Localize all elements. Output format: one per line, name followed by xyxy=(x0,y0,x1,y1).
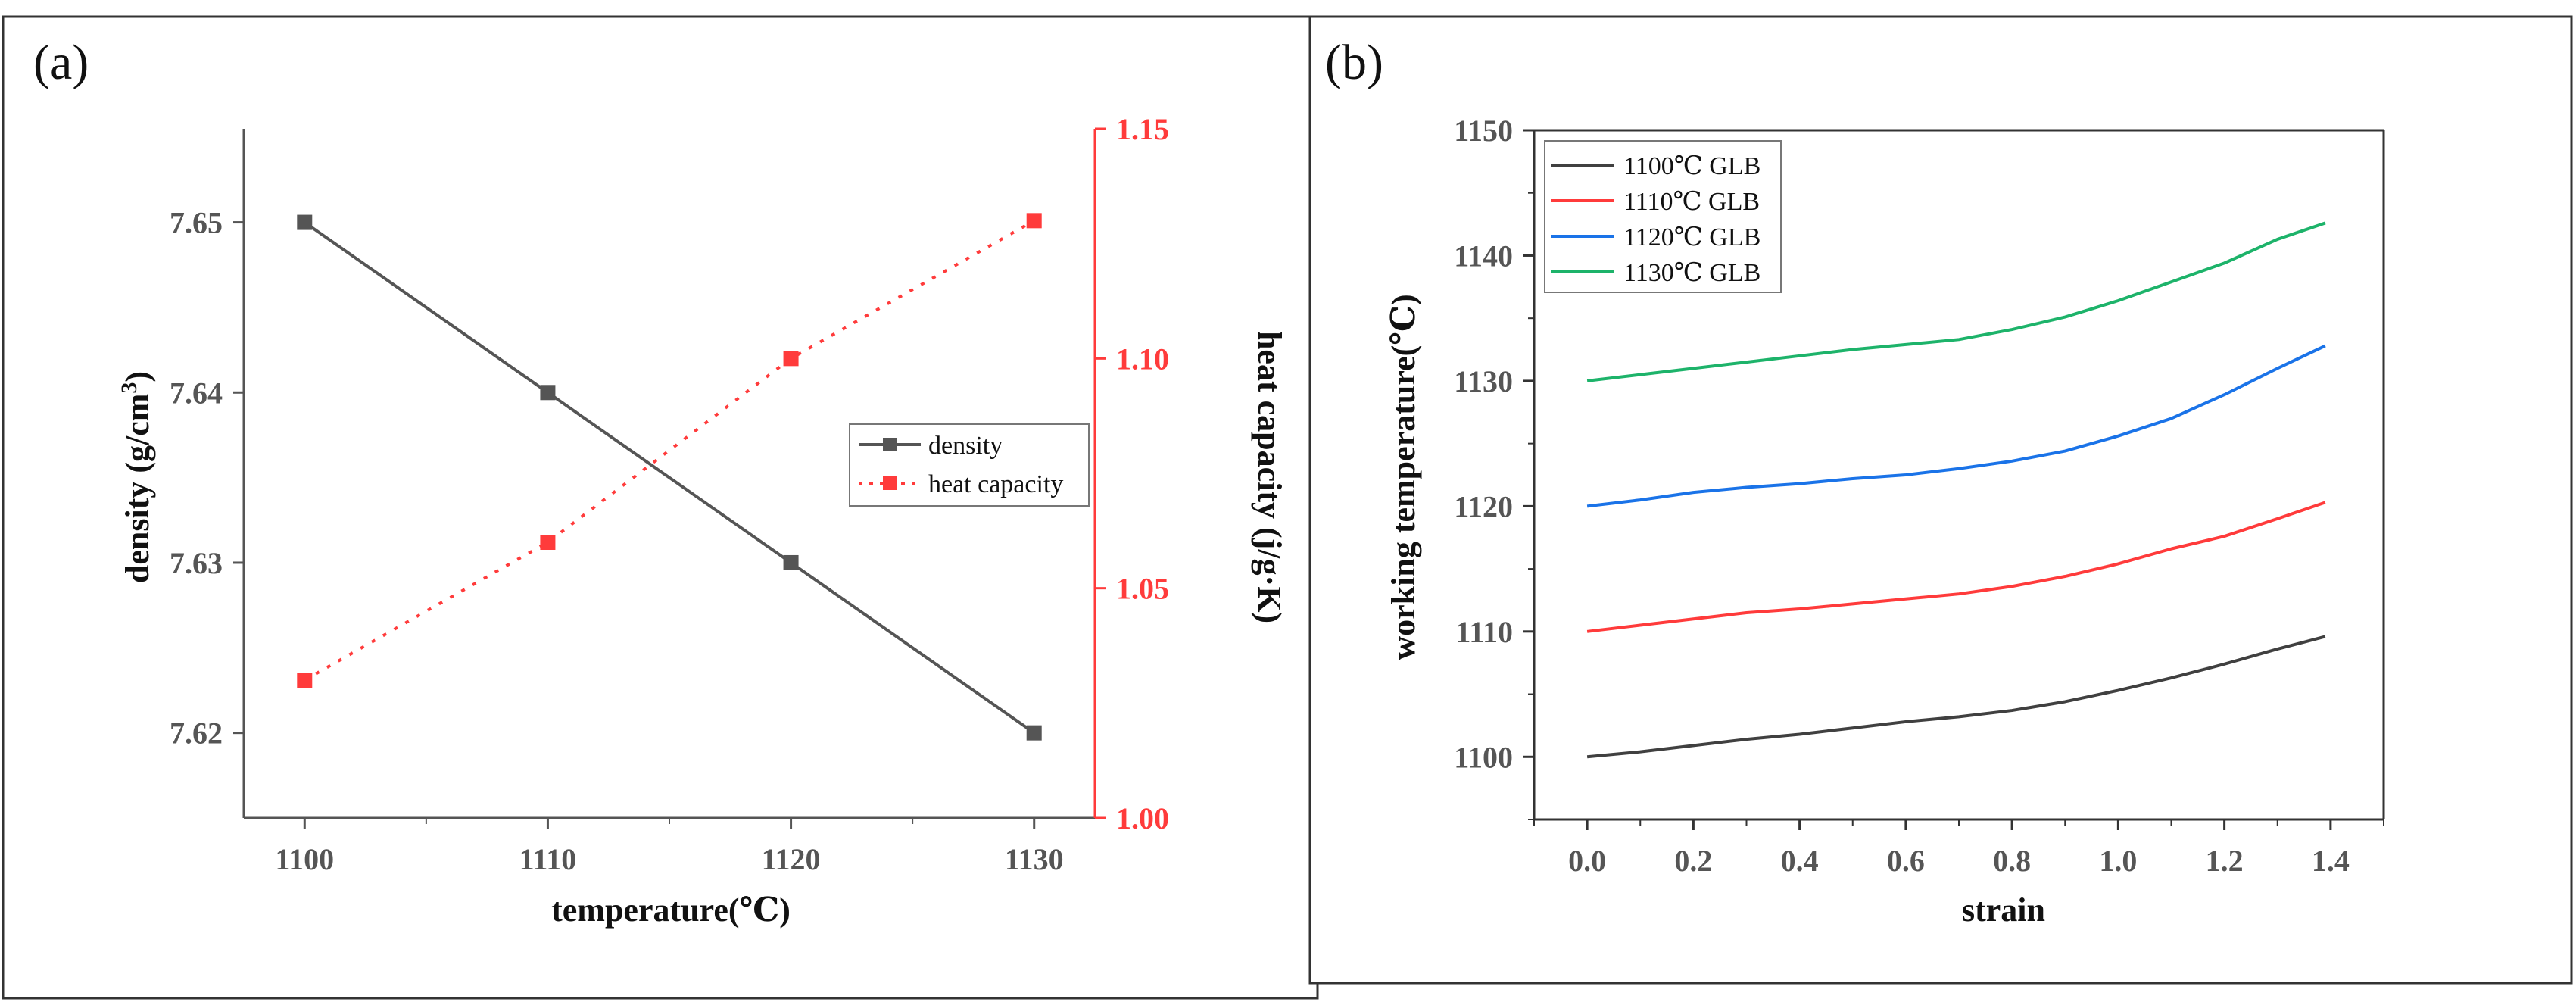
legend-density-label: density xyxy=(928,432,1003,460)
x-tick-label: 1120 xyxy=(762,842,821,876)
panel-a-series xyxy=(297,213,1042,741)
left-y-axis-title-sup: 3 xyxy=(117,382,142,394)
panel-b-legend: 1100℃ GLB 1110℃ GLB 1120℃ GLB 1130℃ GLB xyxy=(1544,140,1782,293)
b-x-tick-label: 0.6 xyxy=(1887,844,1925,878)
b-x-tick-label: 1.2 xyxy=(2206,844,2244,878)
series-line-4 xyxy=(1586,221,2326,382)
b-x-tick-label: 0.0 xyxy=(1568,844,1606,878)
left-y-tick-label: 7.64 xyxy=(170,376,223,410)
right-y-tick-label: 1.15 xyxy=(1116,112,1169,146)
density-point xyxy=(1026,725,1042,741)
panel-b-axes: 0.0 0.2 0.4 0.6 0.8 1.0 1.2 1.4 1100 1110 1120 1130… xyxy=(1454,114,2385,878)
b-x-tick-label: 1.4 xyxy=(2312,844,2350,878)
heat-capacity-line xyxy=(304,219,1035,682)
b-x-tick-label: 0.4 xyxy=(1781,844,1819,878)
right-y-tick-label: 1.05 xyxy=(1116,572,1169,606)
right-y-tick-label: 1.10 xyxy=(1116,342,1169,376)
legend-heat-capacity-marker xyxy=(883,476,897,490)
density-line xyxy=(304,220,1035,735)
legend-b-label-3: 1120℃ GLB xyxy=(1623,223,1760,251)
heat-capacity-point xyxy=(297,673,313,688)
left-y-axis-title-close: ) xyxy=(119,371,156,382)
panel-a-frame xyxy=(2,15,1319,1000)
panel-a-legend: density heat capacity xyxy=(849,423,1090,507)
x-tick-label: 1130 xyxy=(1005,842,1064,876)
left-y-tick-label: 7.63 xyxy=(170,546,223,580)
density-point xyxy=(297,214,313,230)
x-axis-title-strain: strain xyxy=(1962,891,2045,929)
legend-b-label-4: 1130℃ GLB xyxy=(1623,259,1760,287)
right-y-tick-label: 1.00 xyxy=(1116,801,1169,835)
heat-capacity-point xyxy=(1026,213,1042,229)
right-y-axis-title: heat capacity (j/g·K) xyxy=(1251,331,1288,623)
heat-capacity-point xyxy=(783,351,799,367)
panel-b-label: (b) xyxy=(1325,35,1383,90)
heat-capacity-point xyxy=(540,535,556,550)
legend-heat-capacity-label: heat capacity xyxy=(928,470,1063,498)
b-y-tick-label: 1140 xyxy=(1454,239,1513,273)
density-point xyxy=(540,385,556,401)
series-line-1 xyxy=(1586,635,2326,759)
legend-density-marker xyxy=(883,438,897,451)
y-axis-title-working-temperature: working temperature(℃) xyxy=(1385,294,1422,660)
b-y-tick-label: 1150 xyxy=(1454,114,1513,148)
left-y-tick-label: 7.65 xyxy=(170,206,223,240)
b-x-tick-label: 0.8 xyxy=(1993,844,2031,878)
b-x-tick-label: 0.2 xyxy=(1674,844,1712,878)
panel-b-series xyxy=(1586,221,2326,759)
left-y-tick-label: 7.62 xyxy=(170,716,223,751)
left-y-axis-title: density (g/cm3) xyxy=(117,371,156,583)
panel-a-label: (a) xyxy=(33,35,89,90)
series-line-2 xyxy=(1586,501,2326,633)
legend-b-label-2: 1110℃ GLB xyxy=(1623,188,1760,216)
density-point xyxy=(783,554,799,570)
series-line-3 xyxy=(1586,344,2326,508)
panel-a-axes: 1100 1110 1120 1130 7.62 7.63 7.64 7.65 1.00 1.05… xyxy=(170,112,1169,876)
panel-b-frame xyxy=(1308,15,2573,985)
panel-b: (b) 0.0 0.2 0.4 0.6 0.8 1.0 1.2 1.4 1100 1110 1120… xyxy=(1308,15,2573,985)
x-axis-title: temperature(℃) xyxy=(551,891,791,929)
b-y-tick-label: 1100 xyxy=(1454,740,1513,774)
b-y-tick-label: 1120 xyxy=(1454,489,1513,523)
b-x-tick-label: 1.0 xyxy=(2099,844,2137,878)
left-y-axis-title-main: density (g/cm xyxy=(119,394,156,584)
legend-b-label-1: 1100℃ GLB xyxy=(1623,152,1760,180)
panel-a: (a) 1100 1110 1120 1130 7.62 7.63 7.64 7.65 1.00… xyxy=(2,15,1319,1000)
x-tick-label: 1100 xyxy=(275,842,334,876)
x-tick-label: 1110 xyxy=(519,842,577,876)
b-y-tick-label: 1130 xyxy=(1454,364,1513,398)
b-y-tick-label: 1110 xyxy=(1455,615,1513,649)
